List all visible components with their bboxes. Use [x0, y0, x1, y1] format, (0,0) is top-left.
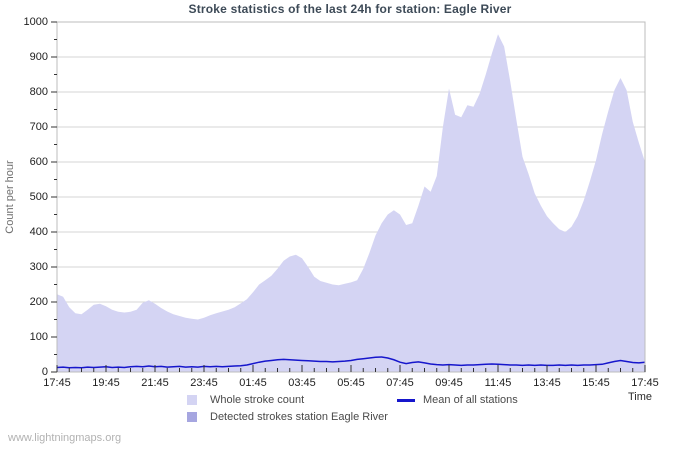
x-tick-label: 01:45 — [239, 377, 267, 389]
x-axis-title: Time — [628, 391, 653, 403]
y-tick-label: 300 — [29, 260, 48, 273]
legend-swatch-detected-strokes — [187, 412, 197, 422]
y-tick-label: 0 — [41, 365, 48, 378]
y-tick-label: 600 — [29, 155, 48, 168]
chart-title: Stroke statistics of the last 24h for st… — [188, 2, 512, 16]
watermark: www.lightningmaps.org — [8, 432, 122, 444]
x-tick-label: 13:45 — [533, 377, 561, 389]
y-tick-label: 700 — [29, 120, 48, 133]
legend-label-whole-stroke-count: Whole stroke count — [210, 394, 305, 406]
x-tick-label: 19:45 — [92, 377, 120, 389]
y-tick-label: 100 — [29, 330, 48, 343]
x-tick-label: 21:45 — [141, 377, 169, 389]
x-tick-label: 11:45 — [484, 377, 512, 389]
y-tick-label: 500 — [29, 190, 48, 203]
legend-swatch-whole-stroke-count — [187, 395, 197, 405]
legend-swatch-mean-line — [397, 399, 415, 402]
y-tick-label: 1000 — [23, 15, 48, 28]
x-tick-label: 07:45 — [386, 377, 414, 389]
x-tick-label: 23:45 — [190, 377, 218, 389]
legend-label-detected-strokes: Detected strokes station Eagle River — [210, 411, 388, 423]
x-tick-label: 03:45 — [288, 377, 316, 389]
y-tick-label: 400 — [29, 225, 48, 238]
y-tick-label: 800 — [29, 85, 48, 98]
x-tick-label: 17:45 — [631, 377, 659, 389]
x-tick-label: 17:45 — [43, 377, 71, 389]
legend-label-mean-of-all-stations: Mean of all stations — [423, 394, 518, 406]
y-tick-label: 900 — [29, 50, 48, 63]
x-tick-label: 09:45 — [435, 377, 463, 389]
x-tick-label: 05:45 — [337, 377, 365, 389]
y-tick-label: 200 — [29, 295, 48, 308]
x-tick-label: 15:45 — [582, 377, 610, 389]
